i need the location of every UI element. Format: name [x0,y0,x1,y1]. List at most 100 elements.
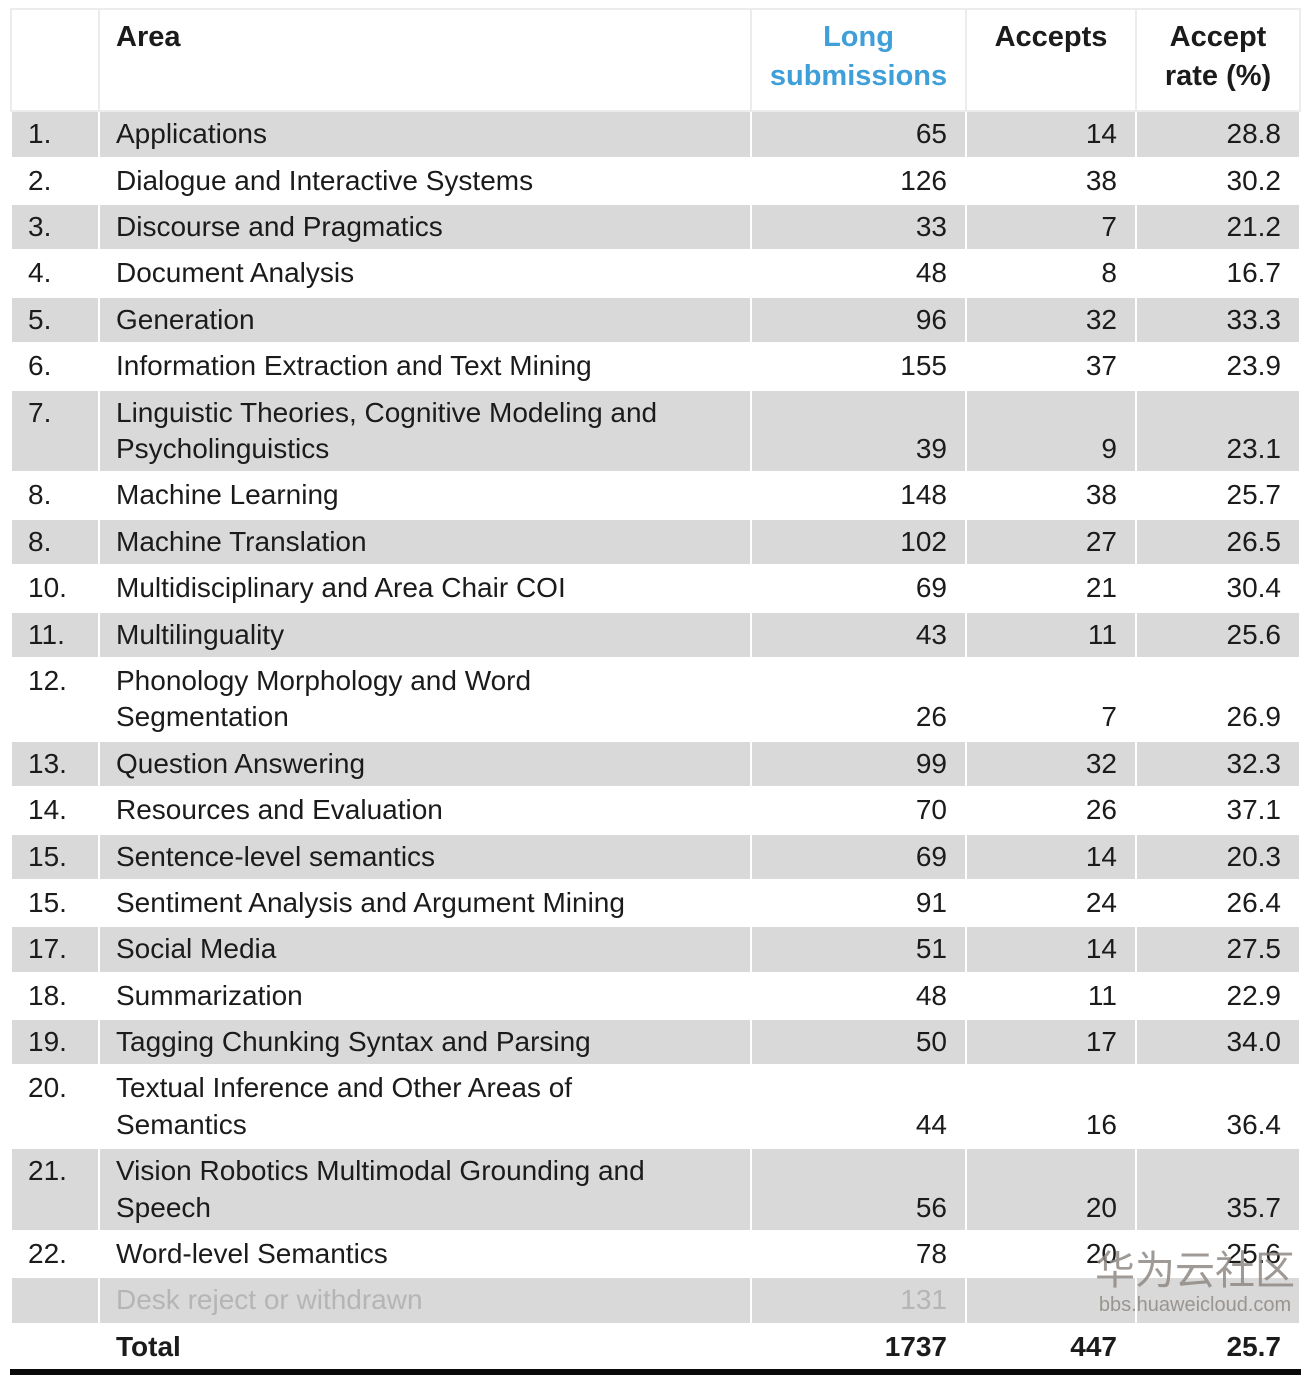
accepts-cell: 27 [965,517,1137,567]
accept-rate-cell: 33.3 [1135,295,1301,345]
area-cell: Sentence-level semantics [98,832,752,881]
row-index-cell: 8. [10,471,100,520]
table-row: 2. Dialogue and Interactive Systems 126 38 3… [10,156,1301,206]
accepts-cell: 7 [965,203,1137,252]
row-index-cell [10,1322,100,1375]
accepts-cell: 26 [965,786,1137,835]
long-submissions-cell: 131 [750,1276,967,1325]
row-index-cell: 21. [10,1147,100,1233]
long-submissions-cell: 56 [750,1147,967,1233]
accepts-cell [965,1276,1137,1325]
long-submissions-cell: 26 [750,656,967,742]
total-row: Total 1737 447 25.7 [10,1322,1301,1375]
accepts-cell: 11 [965,610,1137,659]
area-cell: Word-level Semantics [98,1230,752,1279]
table-row: 8. Machine Learning 148 38 25.7 [10,471,1301,520]
col-header-area: Area [98,7,752,113]
table-row: 5. Generation 96 32 33.3 [10,295,1301,345]
long-submissions-cell: 91 [750,878,967,928]
accept-rate-cell: 26.4 [1135,878,1301,928]
row-index-cell: 15. [10,832,100,881]
accepts-cell: 11 [965,971,1137,1021]
accepts-cell: 20 [965,1147,1137,1233]
long-submissions-cell: 148 [750,471,967,520]
area-cell: Information Extraction and Text Mining [98,342,752,391]
row-index-cell: 19. [10,1018,100,1067]
table-row: 1. Applications 65 14 28.8 [10,110,1301,159]
accepts-cell: 7 [965,656,1137,742]
col-header-accepts: Accepts [965,7,1137,113]
accepts-cell: 17 [965,1018,1137,1067]
row-index-cell: 13. [10,739,100,789]
row-index-cell: 3. [10,203,100,252]
accept-rate-cell: 25.6 [1135,1230,1301,1279]
table-row: 11. Multilinguality 43 11 25.6 [10,610,1301,659]
row-index-cell: 11. [10,610,100,659]
accepts-cell: 37 [965,342,1137,391]
accepts-cell: 38 [965,471,1137,520]
accepts-cell: 447 [965,1322,1137,1375]
accept-rate-cell: 16.7 [1135,249,1301,298]
accepts-cell: 8 [965,249,1137,298]
accept-rate-cell: 30.4 [1135,564,1301,613]
accepts-cell: 9 [965,388,1137,474]
long-submissions-cell: 33 [750,203,967,252]
row-index-cell [10,1276,100,1325]
row-index-cell: 5. [10,295,100,345]
area-cell: Textual Inference and Other Areas of Sem… [98,1064,752,1150]
accept-rate-cell: 28.8 [1135,110,1301,159]
area-cell: Question Answering [98,739,752,789]
long-submissions-cell: 51 [750,925,967,974]
accepts-cell: 14 [965,110,1137,159]
accept-rate-cell: 37.1 [1135,786,1301,835]
table-row: 21. Vision Robotics Multimodal Grounding … [10,1147,1301,1233]
area-cell: Generation [98,295,752,345]
accept-rate-cell: 27.5 [1135,925,1301,974]
table-row: 6. Information Extraction and Text Mining… [10,342,1301,391]
table-row: 12. Phonology Morphology and Word Segment… [10,656,1301,742]
col-header-long-submissions: Long submissions [750,7,967,113]
accept-rate-cell: 26.9 [1135,656,1301,742]
long-submissions-cell: 43 [750,610,967,659]
area-cell: Machine Translation [98,517,752,567]
long-submissions-cell: 126 [750,156,967,206]
area-cell: Dialogue and Interactive Systems [98,156,752,206]
long-submissions-cell: 1737 [750,1322,967,1375]
area-cell: Applications [98,110,752,159]
row-index-cell: 7. [10,388,100,474]
accept-rate-cell: 25.7 [1135,471,1301,520]
desk-reject-row: Desk reject or withdrawn 131 [10,1276,1301,1325]
table-row: 4. Document Analysis 48 8 16.7 [10,249,1301,298]
area-cell: Resources and Evaluation [98,786,752,835]
long-submissions-cell: 50 [750,1018,967,1067]
table-row: 7. Linguistic Theories, Cognitive Modelin… [10,388,1301,474]
accepts-cell: 24 [965,878,1137,928]
row-index-cell: 6. [10,342,100,391]
row-index-cell: 10. [10,564,100,613]
col-header-index [10,7,100,113]
area-cell: Tagging Chunking Syntax and Parsing [98,1018,752,1067]
accepts-cell: 32 [965,295,1137,345]
accept-rate-cell: 36.4 [1135,1064,1301,1150]
table-row: 14. Resources and Evaluation 70 26 37.1 [10,786,1301,835]
long-submissions-cell: 99 [750,739,967,789]
long-submissions-cell: 65 [750,110,967,159]
row-index-cell: 1. [10,110,100,159]
row-index-cell: 22. [10,1230,100,1279]
accept-rate-cell: 25.6 [1135,610,1301,659]
table-row: 3. Discourse and Pragmatics 33 7 21.2 [10,203,1301,252]
long-submissions-cell: 96 [750,295,967,345]
accepts-cell: 14 [965,925,1137,974]
area-cell: Total [98,1322,752,1375]
long-submissions-cell: 155 [750,342,967,391]
col-header-accept-rate: Accept rate (%) [1135,7,1301,113]
accept-rate-cell: 32.3 [1135,739,1301,789]
long-submissions-cell: 78 [750,1230,967,1279]
row-index-cell: 17. [10,925,100,974]
accepts-cell: 21 [965,564,1137,613]
accept-rate-cell: 34.0 [1135,1018,1301,1067]
area-cell: Vision Robotics Multimodal Grounding and… [98,1147,752,1233]
row-index-cell: 14. [10,786,100,835]
table-row: 19. Tagging Chunking Syntax and Parsing 50… [10,1018,1301,1067]
long-submissions-cell: 69 [750,564,967,613]
